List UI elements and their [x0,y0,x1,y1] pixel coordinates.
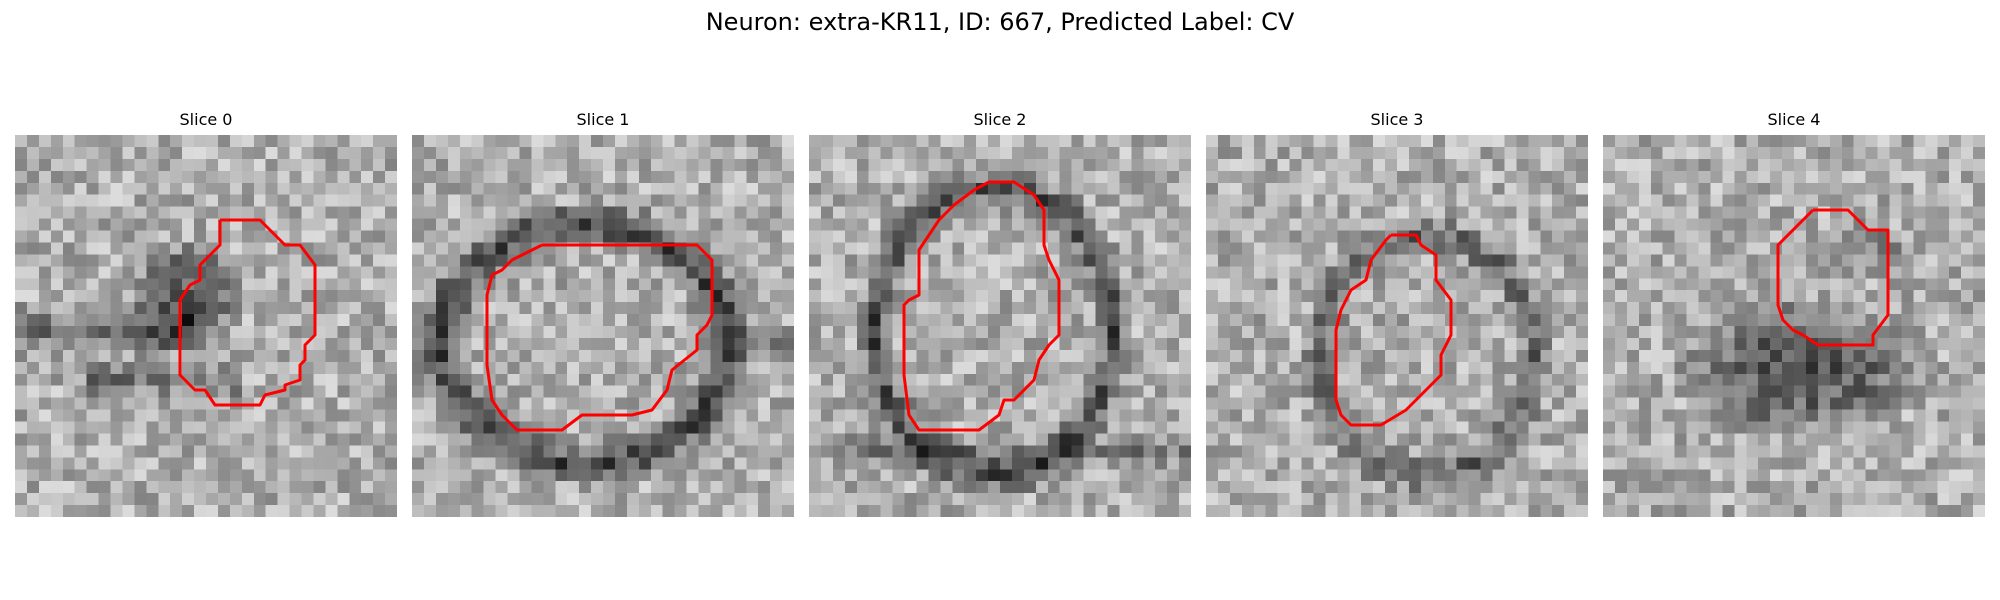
contour-overlay-1 [485,243,714,432]
roi-contour-0 [178,218,317,407]
slice-title-4: Slice 4 [1767,110,1821,129]
slice-title-1: Slice 1 [576,110,630,129]
slice-panel-3 [1206,135,1588,517]
slice-panel-2 [809,135,1191,517]
slice-panel-4 [1603,135,1985,517]
slice-title-0: Slice 0 [179,110,233,129]
slice-image-2 [809,135,1191,517]
slice-image-3 [1206,135,1588,517]
contour-overlay-3 [1334,233,1453,427]
slice-title-3: Slice 3 [1370,110,1424,129]
contour-overlay-4 [1776,208,1890,347]
slice-image-1 [412,135,794,517]
roi-contour-4 [1776,208,1890,347]
roi-contour-1 [485,243,714,432]
figure-title: Neuron: extra-KR11, ID: 667, Predicted L… [705,8,1295,36]
slice-image-4 [1603,135,1985,517]
slice-panel-1 [412,135,794,517]
roi-contour-2 [902,180,1061,432]
contour-overlay-0 [178,218,317,407]
roi-contour-3 [1334,233,1453,427]
slice-title-2: Slice 2 [973,110,1027,129]
contour-overlay-2 [902,180,1061,432]
slice-image-0 [15,135,397,517]
slice-panel-0 [15,135,397,517]
